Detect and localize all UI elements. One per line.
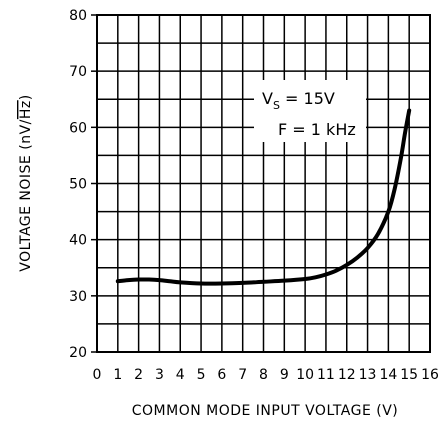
x-tick-label: 5 — [197, 367, 206, 383]
y-tick-label: 30 — [69, 289, 87, 305]
x-tick-label: 9 — [280, 367, 289, 383]
data-series-line — [115, 108, 412, 286]
y-tick-label: 50 — [69, 177, 87, 193]
svg-text:VOLTAGE NOISE (nV/Hz): VOLTAGE NOISE (nV/Hz) — [18, 94, 34, 271]
x-tick-label: 0 — [93, 367, 102, 383]
y-tick-label: 60 — [69, 120, 87, 136]
x-tick-label: 2 — [134, 367, 143, 383]
x-tick-label: 7 — [238, 367, 247, 383]
x-tick-label: 6 — [217, 367, 226, 383]
y-tick-label: 40 — [69, 233, 87, 249]
x-tick-label: 3 — [155, 367, 164, 383]
y-tick-label: 80 — [69, 8, 87, 24]
x-tick-labels: 0 1 2 3 4 5 6 7 8 9 10 11 12 13 14 15 16 — [93, 367, 439, 383]
y-axis-label-prefix: VOLTAGE NOISE (nV/ — [18, 119, 34, 272]
x-axis-label: COMMON MODE INPUT VOLTAGE (V) — [132, 403, 399, 419]
y-tick-label: 70 — [69, 64, 87, 80]
x-tick-label: 10 — [296, 367, 314, 383]
x-tick-label: 16 — [421, 367, 439, 383]
annotation-supply-prefix: V — [262, 89, 273, 108]
x-tick-label: 11 — [317, 367, 335, 383]
y-tick-labels: 20 30 40 50 60 70 80 — [69, 8, 97, 361]
y-axis-label: VOLTAGE NOISE (nV/Hz) — [18, 94, 34, 271]
x-tick-label: 12 — [338, 367, 356, 383]
annotation-frequency: F = 1 kHz — [278, 120, 356, 139]
x-tick-label: 1 — [113, 367, 122, 383]
y-axis-label-radicand: Hz — [18, 100, 34, 119]
annotation-background — [254, 80, 366, 142]
x-tick-label: 8 — [259, 367, 268, 383]
annotation-supply-sub: S — [273, 99, 280, 112]
x-tick-label: 14 — [379, 367, 397, 383]
x-tick-label: 13 — [359, 367, 377, 383]
x-tick-label: 4 — [176, 367, 185, 383]
annotation-supply-rest: = 15V — [280, 89, 335, 108]
y-tick-label: 20 — [69, 345, 87, 361]
y-axis-label-suffix: ) — [18, 94, 34, 100]
x-tick-label: 15 — [400, 367, 418, 383]
annotation-supply: VS = 15V — [262, 89, 335, 112]
grid-lines — [97, 15, 430, 352]
